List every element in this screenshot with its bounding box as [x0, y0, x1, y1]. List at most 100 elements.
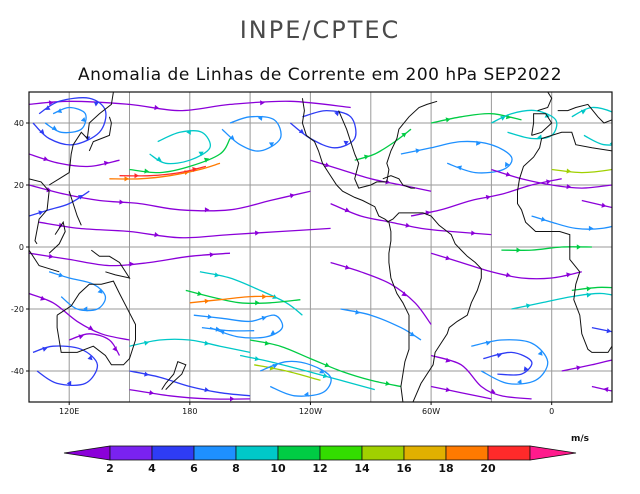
- streamline: [310, 159, 432, 192]
- colorbar-label: 10: [270, 462, 286, 475]
- streamline: [551, 168, 612, 174]
- streamline-arrow: [546, 179, 552, 185]
- streamline: [611, 122, 612, 123]
- streamline: [491, 168, 612, 189]
- streamline-layer: [29, 97, 640, 402]
- streamline: [581, 199, 612, 209]
- streamline-arrow: [66, 380, 72, 386]
- streamline: [622, 129, 640, 136]
- streamline-arrow: [505, 161, 510, 168]
- streamline-arrow: [48, 253, 54, 259]
- coastline: [616, 151, 640, 210]
- streamline-arrow: [215, 326, 221, 332]
- streamline: [491, 109, 558, 140]
- coastline: [88, 116, 112, 152]
- streamline-arrow: [627, 164, 632, 169]
- streamline: [29, 184, 311, 212]
- streamline-arrow: [262, 294, 267, 300]
- streamline-arrow: [197, 291, 203, 296]
- streamline: [129, 338, 251, 354]
- streamline: [199, 271, 303, 316]
- lon-tick-label: 180: [182, 407, 197, 416]
- colorbar-unit: m/s: [571, 434, 589, 444]
- streamline-arrow: [124, 176, 129, 182]
- coastline: [537, 92, 553, 112]
- streamline-arrow: [103, 160, 109, 166]
- streamline-arrow: [401, 291, 407, 297]
- lon-tick-label: 120W: [299, 407, 322, 416]
- streamline-arrow: [627, 117, 632, 122]
- streamline-arrow: [485, 340, 491, 346]
- colorbar-swatch: [193, 445, 237, 461]
- streamline-arrow: [40, 295, 46, 301]
- colorbar-swatch: [403, 445, 447, 461]
- streamline-arrow: [566, 184, 572, 190]
- streamline-arrow: [588, 225, 594, 231]
- longitude-axis: 120E180120W60W060E: [59, 402, 554, 416]
- streamline-arrow: [364, 154, 369, 160]
- lat-tick-label: -40: [11, 367, 24, 376]
- streamline-arrow: [485, 194, 491, 200]
- streamline-arrow: [119, 199, 124, 205]
- colorbar-label: 6: [190, 462, 198, 475]
- streamline-arrow: [476, 140, 481, 146]
- colorbar-label: 14: [354, 462, 370, 475]
- streamline-arrow: [445, 255, 451, 261]
- lat-tick-label: -20: [11, 305, 24, 314]
- streamline-arrow: [48, 100, 54, 106]
- streamline: [330, 261, 432, 325]
- streamline-arrow: [355, 309, 361, 315]
- colorbar-label: 2: [106, 462, 114, 475]
- streamline-arrow: [576, 244, 582, 250]
- streamline-arrow: [255, 230, 260, 236]
- streamline: [571, 106, 612, 146]
- streamline: [471, 339, 549, 385]
- streamline-arrow: [304, 391, 309, 397]
- colorbar-label: 8: [232, 462, 240, 475]
- lat-tick-label: 40: [14, 119, 24, 128]
- coastline: [68, 191, 82, 226]
- colorbar: 2 4 6 8 10 12 14 16 18 20: [63, 445, 577, 475]
- streamline-arrow: [39, 128, 45, 134]
- streamline-arrow: [219, 329, 225, 335]
- coastline: [517, 131, 612, 353]
- coastline: [354, 100, 438, 189]
- colorbar-swatch: [277, 445, 321, 461]
- streamline-arrow: [586, 292, 592, 298]
- streamline: [39, 221, 331, 239]
- streamline-arrow: [204, 387, 210, 393]
- streamline-arrow: [43, 156, 49, 162]
- lon-tick-label: 120E: [59, 407, 79, 416]
- streamline-arrow: [230, 396, 235, 402]
- streamline-arrow: [445, 357, 451, 363]
- streamline: [201, 326, 255, 332]
- streamline-arrow: [149, 390, 155, 396]
- streamline-arrow: [257, 115, 263, 121]
- streamline: [29, 292, 130, 341]
- coastline: [161, 361, 187, 390]
- streamline-arrow: [526, 303, 531, 309]
- streamline-arrow: [405, 222, 411, 228]
- streamline: [29, 100, 351, 112]
- streamline-arrow: [203, 157, 210, 163]
- colorbar-swatch: [445, 445, 489, 461]
- streamline-arrow: [272, 294, 278, 299]
- streamline: [400, 140, 513, 174]
- coastline: [382, 175, 415, 189]
- streamline-arrow: [204, 298, 210, 304]
- streamline: [221, 115, 282, 152]
- streamline-arrow: [445, 387, 451, 393]
- figure-title: Anomalia de Linhas de Corrente em 200 hP…: [78, 65, 562, 85]
- streamline-arrow: [209, 252, 215, 258]
- streamline: [32, 97, 107, 146]
- streamline-arrow: [324, 362, 330, 368]
- streamline-arrow: [322, 373, 328, 379]
- streamline-arrow: [229, 135, 235, 140]
- streamline-arrow: [505, 272, 511, 278]
- latitude-axis: 40 20 0 -20 -40: [11, 119, 29, 376]
- coastline: [557, 103, 612, 124]
- streamline-arrow: [87, 355, 93, 361]
- colorbar-label: 12: [312, 462, 327, 475]
- streamline-arrow: [471, 230, 476, 236]
